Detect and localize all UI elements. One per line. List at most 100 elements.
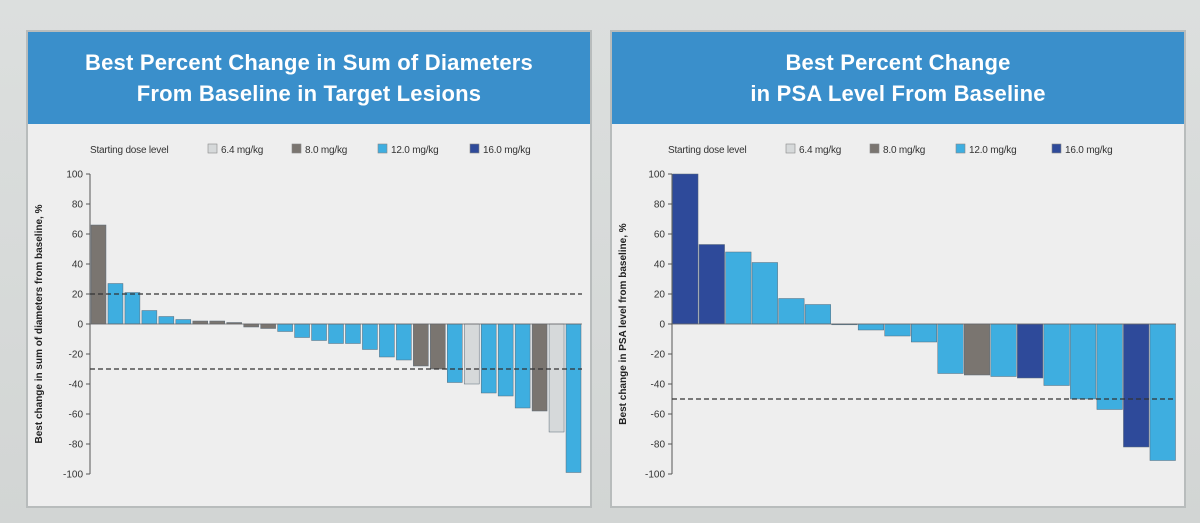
bar [804,304,831,325]
legend-swatch [785,143,796,154]
bar [430,323,446,370]
bar [910,323,938,343]
bar [1123,323,1150,448]
bar [158,316,175,325]
legend-swatch [869,143,880,154]
bar [1070,323,1097,400]
bar [548,323,565,433]
bar [277,323,293,332]
bar [107,283,124,325]
y-axis-label: Best change in sum of diameters from bas… [34,204,45,443]
bar [124,292,141,325]
bar [175,319,192,325]
legend-label: 8.0 mg/kg [883,145,925,156]
legend-label: 12.0 mg/kg [391,145,438,156]
y-tick-label: 100 [648,170,665,181]
y-axis-label: Best change in PSA level from baseline, … [618,223,629,424]
legend-label: 16.0 mg/kg [483,145,530,156]
bar [937,323,964,374]
legend: Starting dose level 6.4 mg/kg 8.0 mg/kg 12.… [90,143,531,156]
chart-body: Starting dose level 6.4 mg/kg 8.0 mg/kg 12.… [612,124,1184,506]
bar [463,323,480,385]
bar [362,323,378,350]
legend-swatch [377,143,388,154]
legend-swatch [207,143,218,154]
chart-panel-psa-level: Best Percent Change in PSA Level From Ba… [610,30,1186,508]
y-tick-label: 20 [72,290,84,301]
legend-swatch [955,143,966,154]
legend-swatch [469,143,480,154]
legend-label: 6.4 mg/kg [221,145,263,156]
bar [328,323,344,344]
chart-body: Starting dose level 6.4 mg/kg 8.0 mg/kg 12.… [28,124,590,506]
y-tick-label: 60 [654,230,666,241]
bar [345,323,361,344]
chart-header: Best Percent Change in Sum of Diameters … [28,32,590,124]
y-tick-label: -60 [651,410,666,421]
legend-label: 12.0 mg/kg [969,145,1016,156]
bar [857,323,884,331]
bar [311,323,327,341]
bar [1043,323,1070,386]
bar [209,320,225,325]
legend-label: 16.0 mg/kg [1065,145,1112,156]
chart-header: Best Percent Change in PSA Level From Ba… [612,32,1184,124]
bar [751,262,778,325]
y-tick-label: -20 [69,350,84,361]
legend-swatch [291,143,302,154]
bar [964,323,991,376]
bar [565,323,582,473]
bar [497,323,514,397]
bar [379,323,395,358]
y-tick-label: -40 [69,380,84,391]
waterfall-chart-psa-level: Starting dose level 6.4 mg/kg 8.0 mg/kg 12.… [618,143,1176,481]
y-tick-label: 80 [72,200,84,211]
bar [990,323,1017,377]
bar [294,323,310,338]
bar [514,323,531,409]
bar [884,323,911,337]
legend-swatch [1051,143,1062,154]
bar [396,323,412,361]
legend: Starting dose level 6.4 mg/kg 8.0 mg/kg 12.… [668,143,1113,156]
legend-label: 8.0 mg/kg [305,145,347,156]
bar [698,244,725,325]
y-tick-label: -20 [651,350,666,361]
y-tick-label: -100 [645,470,665,481]
bar [413,323,429,367]
bar [192,320,209,325]
chart-title: Best Percent Change in Sum of Diameters … [85,50,533,106]
chart-title: Best Percent Change in PSA Level From Ba… [750,50,1046,106]
y-tick-label: 0 [77,320,83,331]
bar [447,323,463,383]
y-tick-label: 40 [72,260,84,271]
bar [480,323,497,394]
y-tick-label: -80 [69,440,84,451]
y-tick-label: -40 [651,380,666,391]
waterfall-chart-sum-of-diameters: Starting dose level 6.4 mg/kg 8.0 mg/kg 12.… [34,143,582,481]
bar [243,323,259,328]
y-tick-label: 80 [654,200,666,211]
y-tick-label: 100 [66,170,83,181]
bar [1017,323,1044,379]
y-tick-label: -100 [63,470,83,481]
bar [778,298,805,325]
bar [1149,323,1176,461]
y-tick-label: 0 [659,320,665,331]
bar [260,323,276,329]
legend-title: Starting dose level [668,145,746,156]
bar [141,310,158,325]
bar [672,173,699,325]
bar [725,251,752,325]
chart-panel-sum-of-diameters: Best Percent Change in Sum of Diameters … [26,30,592,508]
bar [90,224,107,325]
legend-label: 6.4 mg/kg [799,145,841,156]
legend-title: Starting dose level [90,145,168,156]
y-tick-label: 40 [654,260,666,271]
bar [531,323,548,412]
bar [1096,323,1123,410]
y-tick-label: -80 [651,440,666,451]
y-tick-label: 20 [654,290,666,301]
y-tick-label: -60 [69,410,84,421]
